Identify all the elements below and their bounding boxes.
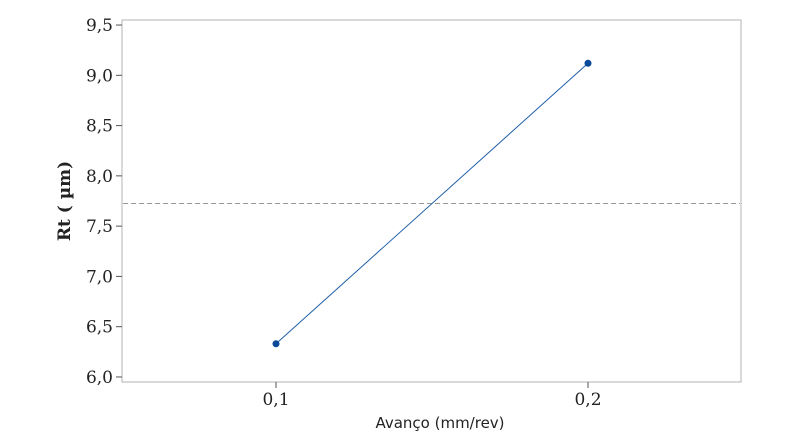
y-axis: 6,0 6,5 7,0 7,5 8,0 8,5 9,0 9,5 (86, 16, 122, 388)
y-tick-label: 6,5 (86, 318, 113, 338)
y-tick-label: 7,5 (86, 217, 113, 237)
series-line (275, 62, 589, 345)
data-point (584, 59, 592, 67)
y-axis-label: Rt ( µm) (55, 161, 75, 241)
x-tick-label: 0,2 (574, 390, 601, 410)
y-tick-label: 8,5 (86, 117, 113, 137)
y-tick-label: 8,0 (86, 167, 113, 187)
y-tick-label: 9,0 (86, 66, 113, 86)
data-point (272, 340, 280, 348)
series-group (272, 59, 592, 348)
y-tick-label: 7,0 (86, 267, 113, 287)
x-axis: 0,1 0,2 (262, 382, 602, 410)
plot-frame (121, 19, 742, 383)
x-axis-label: Avanço (mm/rev) (375, 414, 504, 432)
x-tick-label: 0,1 (262, 390, 289, 410)
y-tick-label: 9,5 (86, 16, 113, 36)
y-tick-label: 6,0 (86, 368, 113, 388)
